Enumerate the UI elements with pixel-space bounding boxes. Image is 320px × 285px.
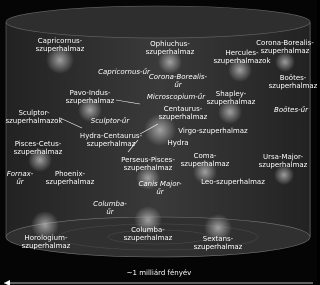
label: Perseus-Pisces- szuperhalmaz: [121, 156, 175, 172]
label: Coma- szuperhalmaz: [181, 152, 230, 168]
label: Virgo-szuperhalmaz: [178, 127, 247, 135]
label: Capricornus-űr: [98, 68, 150, 76]
label: Columba- űr: [93, 200, 127, 216]
scale-label: ~1 milliárd fényév: [127, 269, 192, 277]
label: Leo-szuperhalmaz: [201, 178, 265, 186]
label: Columba- szuperhalmaz: [124, 226, 173, 242]
label: Ophiuchus- szuperhalmaz: [146, 40, 195, 56]
label: Pisces-Cetus- szuperhalmaz: [14, 140, 63, 156]
label: Hydra: [167, 139, 188, 147]
label: Centaurus- szuperhalmaz: [159, 105, 208, 121]
label: Sextans- szuperhalmaz: [194, 235, 243, 251]
label: Ursa-Major- szuperhalmaz: [259, 153, 308, 169]
label: Sculptor-űr: [91, 117, 129, 125]
label: Horologium- szuperhalmaz: [22, 234, 71, 250]
supercluster-map: Capricornus- szuperhalmaz Ophiuchus- szu…: [0, 0, 317, 285]
label: Canis Major- űr: [138, 180, 181, 196]
label: Microscopium-űr: [147, 93, 205, 101]
label: Corona-Borealis- űr: [149, 73, 207, 89]
label: Capricornus- szuperhalmaz: [36, 37, 85, 53]
label: Corona-Borealis- szuperhalmaz: [256, 39, 314, 55]
label: Phoenix- szuperhalmaz: [46, 170, 95, 186]
label: Pavo-Indus- szuperhalmaz: [66, 89, 115, 105]
label: Fornax- űr: [7, 170, 34, 186]
label: Hydra-Centaurus- szuperhalmaz: [80, 132, 142, 148]
label: Boötes- szuperhalmaz: [269, 74, 318, 90]
cylinder-top: [6, 6, 310, 38]
label: Boötes-űr: [274, 106, 308, 114]
label: Sculptor- szuperhalmazok: [5, 109, 62, 125]
scale-arrow: [4, 280, 10, 285]
label: Shapley- szuperhalmaz: [207, 90, 256, 106]
